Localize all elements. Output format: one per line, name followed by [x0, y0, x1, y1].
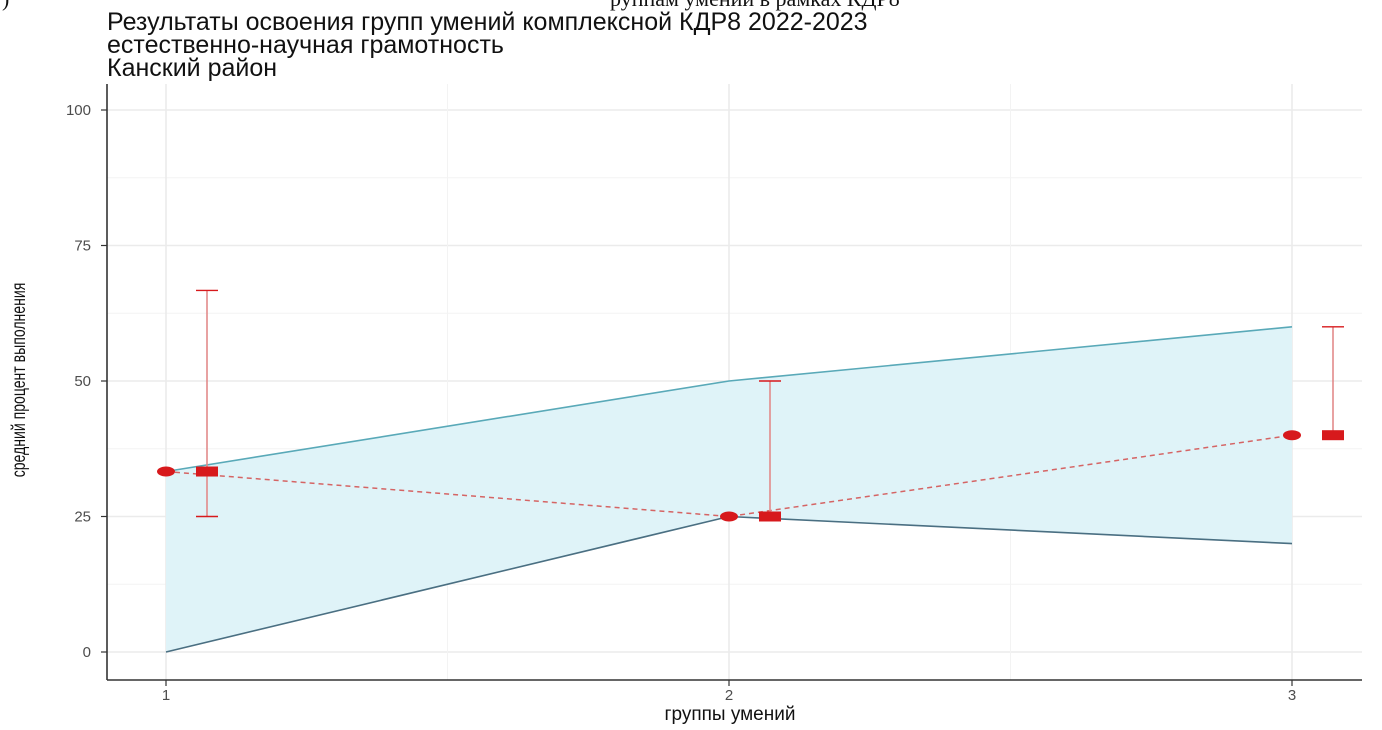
chart-title-line-1: Результаты освоения групп умений комплек… — [107, 8, 868, 36]
y-tick-label: 0 — [83, 644, 91, 661]
chart-title-line-3: Канский район — [107, 54, 277, 82]
x-tick-label: 2 — [725, 687, 733, 704]
data-point-circle — [1283, 430, 1301, 441]
y-tick-label: 50 — [74, 373, 91, 390]
x-axis-title: группы умений — [665, 704, 796, 725]
band-upper-line — [165, 326, 1293, 473]
plot-layer: 0 25 50 75 100 1 2 3 — [66, 84, 1362, 704]
x-tick-label: 1 — [162, 687, 170, 704]
y-axis-title: средний процент выполнения — [8, 283, 30, 478]
data-point-circle — [157, 466, 175, 477]
top-fragment-left: ) — [2, 0, 9, 11]
data-point-square — [196, 466, 218, 477]
y-tick-label: 25 — [74, 509, 91, 526]
data-point-square — [1322, 430, 1344, 441]
x-tick-label: 3 — [1288, 687, 1296, 704]
y-tick-label: 100 — [66, 102, 91, 119]
data-point-square — [759, 511, 781, 522]
y-tick-label: 75 — [74, 238, 91, 255]
data-point-circle — [720, 511, 738, 522]
top-fragment-right: руппам умений в рамках КДР8 — [610, 0, 900, 11]
band-area — [166, 326, 1292, 652]
chart-title-line-2: естественно-научная грамотность — [107, 31, 504, 59]
